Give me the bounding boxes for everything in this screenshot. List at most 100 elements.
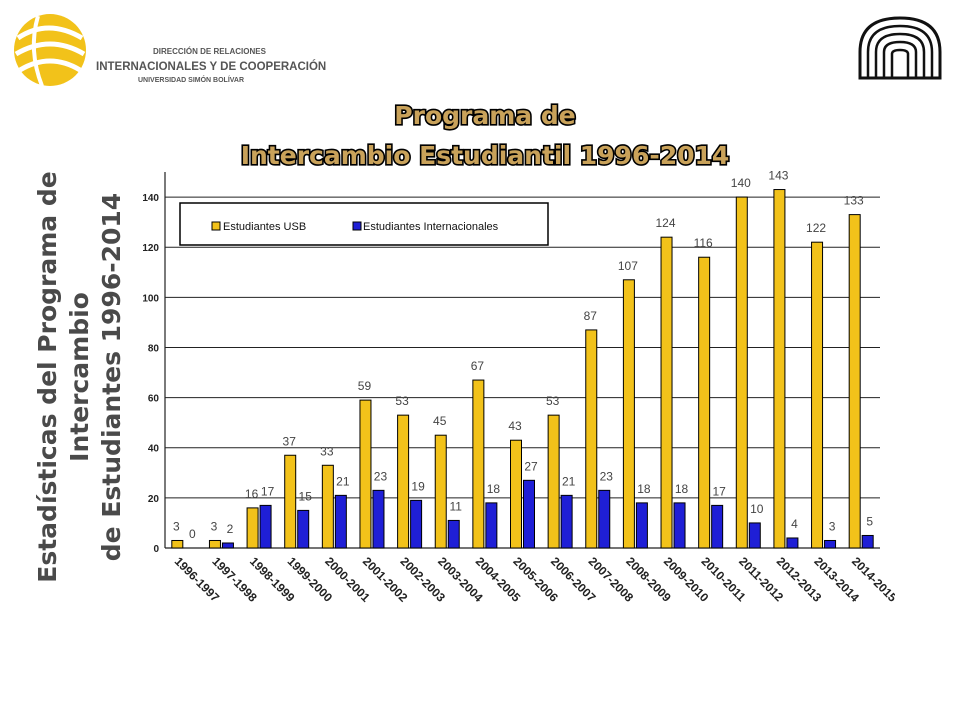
legend: Estudiantes USB Estudiantes Internacional…	[179, 202, 549, 246]
chart-title-line2: Intercambio Estudiantil 1996-2014	[241, 141, 730, 170]
data-label: 18	[675, 482, 689, 496]
data-labels: 303 216 1737153321592353194511671843275321…	[173, 169, 873, 541]
data-label: 0	[189, 527, 196, 541]
y-tick-label: 0	[153, 544, 159, 555]
data-label: 3	[173, 519, 180, 533]
bar-international	[635, 502, 648, 549]
bar-usb	[735, 196, 748, 549]
legend-swatch-international	[352, 221, 362, 231]
bar-international	[711, 504, 724, 549]
data-label: 107	[618, 259, 638, 273]
data-label: 124	[656, 216, 676, 230]
data-label: 45	[433, 414, 447, 428]
bar-international	[523, 479, 535, 549]
data-label: 18	[487, 482, 501, 496]
bar-usb	[321, 464, 334, 549]
bar-usb	[585, 329, 598, 549]
bar-usb	[434, 434, 447, 549]
data-label: 17	[261, 484, 275, 498]
bars	[171, 189, 874, 549]
bar-usb	[660, 236, 673, 549]
y-tick-label: 140	[142, 193, 159, 204]
bar-usb	[208, 539, 221, 549]
legend-box	[179, 202, 549, 246]
y-tick-label: 80	[148, 343, 160, 354]
bar-usb	[622, 279, 635, 549]
data-label: 15	[299, 489, 313, 503]
usb-sphere-logo-icon	[14, 14, 86, 87]
bar-usb	[811, 241, 824, 549]
bar-usb	[510, 439, 522, 549]
data-label: 19	[411, 479, 425, 493]
usb-seal-logo-icon	[858, 16, 942, 80]
data-label: 16	[245, 487, 259, 501]
y-tick-label: 40	[148, 444, 160, 455]
bar-international	[673, 502, 686, 549]
data-label: 140	[731, 176, 751, 190]
bar-usb	[848, 214, 861, 549]
data-label: 5	[866, 514, 873, 528]
data-label: 116	[694, 236, 713, 250]
bar-international	[861, 534, 874, 549]
bar-international	[334, 494, 347, 549]
bar-international	[259, 504, 272, 549]
logo-line2: INTERNACIONALES Y DE COOPERACIÓN	[96, 60, 326, 73]
data-label: 53	[395, 394, 409, 408]
data-label: 53	[546, 394, 560, 408]
bar-international	[221, 542, 234, 549]
bar-international	[372, 489, 385, 549]
bar-usb	[171, 539, 184, 549]
data-label: 3	[829, 519, 836, 533]
bar-international	[824, 539, 837, 549]
grid-lines	[165, 196, 880, 499]
legend-label-international: Estudiantes Internacionales	[363, 221, 499, 233]
usb-seal-logo	[855, 12, 945, 84]
bar-usb	[698, 256, 711, 549]
y-tick-label: 120	[142, 243, 159, 254]
data-label: 4	[791, 517, 798, 531]
legend-label-usb: Estudiantes USB	[223, 221, 306, 233]
data-label: 143	[768, 170, 788, 183]
data-label: 33	[320, 444, 334, 458]
data-label: 23	[374, 469, 388, 483]
side-title-line1: Estadísticas del Programa de Intercambio	[33, 171, 94, 583]
y-tick-label: 100	[142, 293, 159, 304]
data-label: 10	[750, 502, 764, 516]
bar-international	[485, 502, 498, 549]
bar-international	[560, 494, 573, 549]
data-label: 23	[600, 469, 614, 483]
logo-line3: UNIVERSIDAD SIMÓN BOLÍVAR	[138, 75, 244, 84]
bar-usb	[547, 414, 560, 549]
chart-title-line1: Programa de	[394, 101, 575, 130]
data-label: 27	[524, 459, 538, 473]
data-label: 11	[450, 499, 463, 513]
bar-usb	[773, 189, 786, 549]
data-label: 2	[227, 522, 234, 536]
data-label: 3	[211, 519, 218, 533]
bar-usb	[359, 399, 372, 549]
data-label: 122	[806, 221, 826, 235]
bar-usb	[284, 454, 297, 549]
data-label: 18	[637, 482, 651, 496]
chart-title: Programa de Intercambio Estudiantil 1996…	[215, 98, 775, 178]
bar-usb	[397, 414, 410, 549]
bar-international	[297, 509, 310, 549]
y-tick-label: 20	[148, 494, 160, 505]
data-label: 87	[584, 309, 598, 323]
data-label: 37	[283, 434, 297, 448]
legend-swatch-usb	[211, 221, 221, 231]
bar-international	[447, 519, 460, 549]
bar-international	[410, 499, 423, 549]
data-label: 21	[562, 474, 576, 488]
bar-international	[598, 489, 611, 549]
x-axis: 1996-19971997-19981998-19991999-20002000…	[172, 554, 900, 605]
bar-usb	[472, 379, 485, 549]
dric-logo: DIRECCIÓN DE RELACIONES INTERNACIONALES …	[8, 8, 338, 98]
bar-chart: 0 20 40 60 80 100 120 140 3 0 3 2 16 17 37 15 33 21 59 23 5…	[105, 169, 900, 645]
data-label: 17	[712, 484, 726, 498]
y-tick-label: 60	[148, 394, 160, 405]
data-label: 133	[844, 194, 864, 208]
bar-usb	[246, 507, 259, 549]
data-label: 21	[336, 474, 350, 488]
